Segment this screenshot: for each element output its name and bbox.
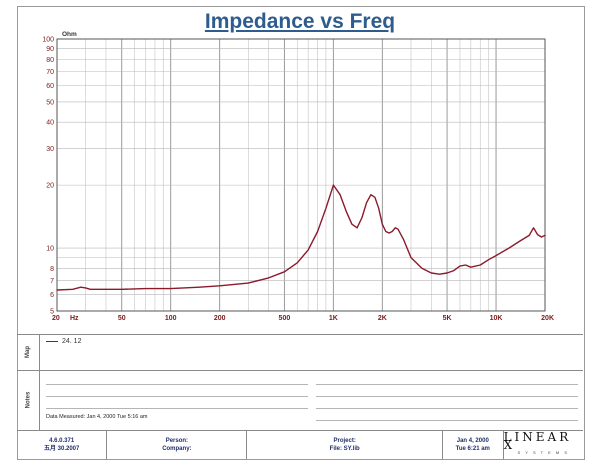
x-tick-label: 1K (329, 315, 338, 322)
footer-person-cell: Person: Company: (107, 431, 248, 459)
y-tick-label: 7 (50, 278, 54, 285)
footer-time: Tue 6:21 am (455, 446, 490, 452)
y-tick-label: 80 (46, 57, 54, 64)
x-tick-label: 500 (279, 315, 291, 322)
notes-tab: Notes (17, 370, 40, 430)
y-tick-label: 20 (46, 183, 54, 190)
x-axis-label: Hz (70, 315, 79, 322)
version: 4.6.0.371 (49, 438, 75, 444)
note-line (316, 420, 578, 421)
x-tick-label: 20K (541, 315, 554, 322)
y-tick-label: 100 (42, 37, 54, 44)
y-tick-label: 10 (46, 246, 54, 253)
y-tick-label: 70 (46, 69, 54, 76)
y-tick-label: 90 (46, 46, 54, 53)
y-tick-label: 8 (50, 266, 54, 273)
x-tick-label: 5K (443, 315, 452, 322)
x-tick-label: 200 (214, 315, 226, 322)
impedance-chart: 5 6 7 8 10 20 30 40 50 60 70 80 90 100 Ohm 20 50 100 200 50… (42, 31, 554, 322)
file-label: File: SY.lib (329, 446, 360, 452)
plot-area (57, 39, 545, 311)
note-line (316, 384, 578, 385)
legend-swatch (46, 341, 58, 342)
note-line (46, 384, 308, 385)
y-axis-label: Ohm (62, 31, 77, 38)
data-measured: Data Measured: Jan 4, 2000 Tue 5:16 am (46, 414, 148, 420)
person-label: Person: (165, 438, 189, 444)
x-tick-label: 20 (52, 315, 60, 322)
notes-panel (17, 370, 583, 431)
plot-border (56, 38, 546, 312)
y-tick-label: 30 (46, 146, 54, 153)
note-line (46, 396, 308, 397)
version-date: 五月 30.2007 (44, 446, 80, 452)
x-tick-label: 50 (118, 315, 126, 322)
note-line (46, 408, 308, 409)
x-tick-label: 2K (378, 315, 387, 322)
footer-date-cell: Jan 4, 2000 Tue 6:21 am (443, 431, 504, 459)
y-tick-label: 60 (46, 83, 54, 90)
project-label: Project: (333, 438, 356, 444)
linearx-logo: LINEAR X (503, 430, 572, 452)
legend-entry: 24. 12 (46, 338, 81, 345)
footer-date: Jan 4, 2000 (456, 438, 489, 444)
footer-version-cell: 4.6.0.371 五月 30.2007 (17, 431, 108, 459)
map-tab-label: Map (25, 346, 31, 358)
company-label: Company: (162, 446, 192, 452)
impedance-series-line (56, 184, 546, 291)
footer-logo-cell: LINEAR X S Y S T E M S (504, 431, 583, 459)
notes-tab-label: Notes (24, 391, 31, 409)
y-tick-label: 50 (46, 99, 54, 106)
note-line (316, 408, 578, 409)
linearx-logo-sub: S Y S T E M S (517, 450, 570, 455)
y-tick-label: 6 (50, 292, 54, 299)
chart-title: Impedance vs Freq (204, 10, 396, 33)
footer: 4.6.0.371 五月 30.2007 Person: Company: Pr… (17, 430, 583, 459)
legend-panel (17, 334, 583, 371)
x-tick-label: 100 (165, 315, 177, 322)
note-line (316, 396, 578, 397)
x-tick-label: 10K (490, 315, 503, 322)
footer-project-cell: Project: File: SY.lib (247, 431, 443, 459)
map-tab: Map (17, 334, 40, 370)
legend-label: 24. 12 (62, 338, 82, 345)
y-tick-label: 5 (50, 309, 54, 316)
y-tick-label: 40 (46, 120, 54, 127)
